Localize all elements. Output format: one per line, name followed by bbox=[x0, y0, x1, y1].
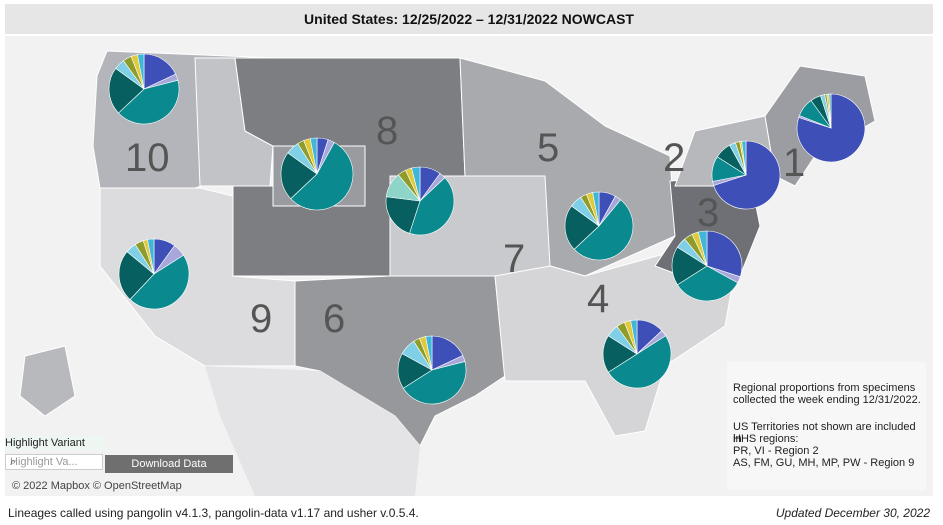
pie-region-7[interactable] bbox=[385, 166, 455, 236]
map-view[interactable]: 10 8 5 2 1 3 7 4 9 6 Regional proportion… bbox=[5, 36, 933, 496]
map-attribution[interactable]: © 2022 Mapbox © OpenStreetMap bbox=[12, 480, 182, 492]
pie-slice-dominant_teal[interactable] bbox=[290, 142, 354, 211]
pie-slice-dark_teal[interactable] bbox=[118, 251, 155, 300]
pie-region-9[interactable] bbox=[118, 238, 190, 310]
region-label-1: 1 bbox=[783, 141, 805, 185]
pie-slice-sky[interactable] bbox=[828, 93, 832, 129]
info-line-1: Regional proportions from specimens bbox=[733, 382, 916, 394]
info-line-6: AS, FM, GU, MH, MP, PW - Region 9 bbox=[733, 457, 915, 469]
search-icon[interactable]: ⌕ bbox=[10, 456, 17, 468]
region-label-7: 7 bbox=[503, 237, 525, 281]
pie-region-1[interactable] bbox=[796, 93, 866, 163]
pie-slice-sky[interactable] bbox=[147, 238, 155, 275]
pie-slice-dark_teal[interactable] bbox=[671, 246, 708, 286]
us-map: 10 8 5 2 1 3 7 4 9 6 bbox=[19, 50, 876, 496]
info-line-5: PR, VI - Region 2 bbox=[733, 445, 819, 457]
pie-slice-sky[interactable] bbox=[137, 53, 145, 90]
region-label-10: 10 bbox=[125, 136, 170, 180]
pie-slice-sky[interactable] bbox=[425, 335, 433, 371]
pie-layer bbox=[108, 53, 866, 405]
info-line-4: HHS regions: bbox=[733, 433, 799, 445]
pie-region-8[interactable] bbox=[280, 137, 354, 211]
pie-region-4[interactable] bbox=[602, 319, 672, 389]
pie-region-10[interactable] bbox=[108, 53, 180, 125]
info-box: Regional proportions from specimens coll… bbox=[727, 362, 926, 490]
region-label-2: 2 bbox=[663, 136, 685, 180]
page-title: United States: 12/25/2022 – 12/31/2022 N… bbox=[304, 11, 634, 27]
pie-slice-dark_teal[interactable] bbox=[280, 152, 318, 200]
info-line-2: collected the week ending 12/31/2022. bbox=[733, 394, 921, 406]
highlight-placeholder: Highlight Va... bbox=[10, 456, 78, 468]
pie-slice-dominant_teal[interactable] bbox=[129, 254, 190, 310]
region-label-9: 9 bbox=[250, 297, 272, 341]
region-label-5: 5 bbox=[537, 126, 559, 170]
footer-lineage-note: Lineages called using pangolin v4.1.3, p… bbox=[8, 506, 419, 520]
pie-slice-sky[interactable] bbox=[741, 140, 747, 176]
pie-slice-dark_teal[interactable] bbox=[385, 196, 421, 234]
region-label-6: 6 bbox=[323, 297, 345, 341]
pie-slice-dark_teal[interactable] bbox=[564, 205, 600, 250]
pie-slice-dominant_teal[interactable] bbox=[677, 265, 739, 302]
pie-region-6[interactable] bbox=[397, 335, 467, 405]
pie-slice-sky[interactable] bbox=[697, 230, 708, 267]
footer-updated: Updated December 30, 2022 bbox=[775, 506, 930, 520]
pie-region-2[interactable] bbox=[711, 140, 781, 210]
pie-region-3[interactable] bbox=[671, 230, 743, 302]
highlight-variant-input[interactable]: Highlight Va... ⌕ bbox=[5, 454, 103, 470]
highlight-variant-label: Highlight Variant bbox=[5, 436, 105, 450]
pie-slice-blue[interactable] bbox=[796, 93, 866, 163]
region-label-3: 3 bbox=[697, 191, 719, 235]
pie-slice-sky[interactable] bbox=[592, 191, 600, 227]
pie-slice-dominant_teal[interactable] bbox=[573, 199, 634, 261]
pie-slice-dominant_teal[interactable] bbox=[118, 79, 180, 125]
pie-slice-sky[interactable] bbox=[630, 319, 638, 355]
pie-slice-dominant_teal[interactable] bbox=[607, 335, 672, 389]
pie-slice-dark_teal[interactable] bbox=[108, 68, 145, 114]
title-bar: United States: 12/25/2022 – 12/31/2022 N… bbox=[5, 4, 933, 34]
pie-slice-dominant_teal[interactable] bbox=[402, 361, 467, 405]
pie-slice-blue[interactable] bbox=[713, 140, 781, 210]
pie-slice-dominant_teal[interactable] bbox=[409, 177, 455, 236]
alaska-area[interactable] bbox=[19, 345, 76, 417]
pie-slice-blue[interactable] bbox=[143, 53, 177, 90]
info-line-3: US Territories not shown are included in bbox=[733, 421, 916, 445]
pie-slice-sky[interactable] bbox=[309, 137, 318, 175]
region-label-8: 8 bbox=[376, 109, 398, 153]
pie-slice-blue[interactable] bbox=[706, 230, 743, 278]
pie-slice-sky[interactable] bbox=[411, 166, 421, 202]
download-data-button[interactable]: Download Data bbox=[105, 455, 233, 473]
pie-region-5[interactable] bbox=[564, 191, 634, 261]
mexico-landmass bbox=[205, 366, 420, 496]
region-label-4: 4 bbox=[587, 277, 609, 321]
